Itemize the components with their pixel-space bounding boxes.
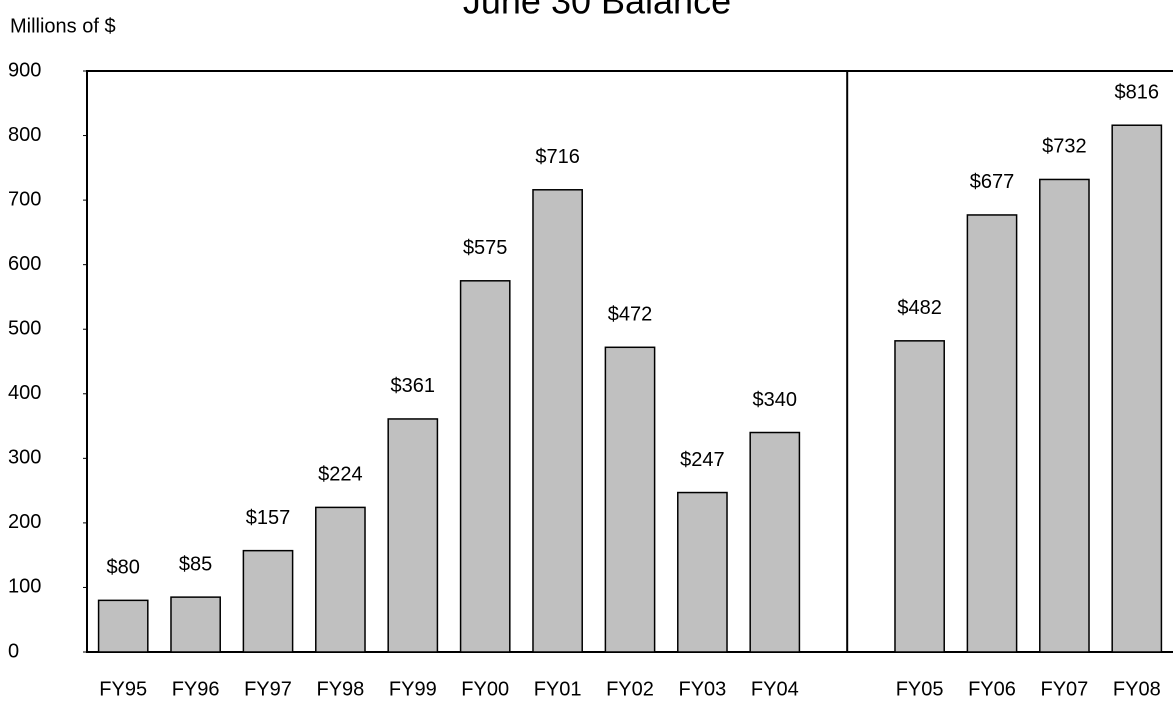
y-tick-label: 200 [8,511,41,533]
y-tick-label: 300 [8,447,41,469]
chart-title: June 30 Balance [463,0,731,22]
value-label: $575 [463,237,508,259]
bar [387,418,439,653]
x-tick-label: FY02 [606,678,654,700]
value-label: $816 [1115,82,1160,104]
y-tick-label: 600 [8,253,41,275]
bar [604,346,656,653]
x-tick-label: FY99 [389,678,437,700]
value-label: $472 [608,304,653,326]
x-tick-label: FY07 [1040,678,1088,700]
bar [677,491,728,653]
value-label: $80 [107,557,140,579]
x-tick-label: FY96 [172,678,220,700]
bar [1039,178,1090,653]
bar [459,280,511,653]
bar [532,189,583,653]
x-tick-label: FY05 [896,678,944,700]
x-tick-label: FY98 [316,678,364,700]
bar [749,431,801,653]
x-tick-label: FY03 [678,678,726,700]
y-tick-label: 100 [8,576,41,598]
x-tick-label: FY00 [461,678,509,700]
x-tick-label: FY95 [99,678,147,700]
value-label: $361 [391,375,436,397]
bar [315,506,366,653]
bar [966,214,1018,653]
y-tick-label: 800 [8,124,41,146]
value-label: $224 [318,464,363,486]
bar [894,340,945,653]
x-tick-label: FY06 [968,678,1016,700]
bar [1111,124,1163,653]
value-label: $247 [680,449,725,471]
value-label: $677 [970,171,1015,193]
y-tick-label: 500 [8,318,41,340]
value-label: $85 [179,553,212,575]
value-label: $340 [753,389,798,411]
value-label: $157 [246,507,291,529]
x-tick-label: FY01 [534,678,582,700]
value-label: $732 [1042,136,1087,158]
y-tick-label: 900 [8,59,41,81]
value-label: $716 [535,146,580,168]
x-tick-label: FY97 [244,678,292,700]
y-tick-label: 400 [8,382,41,404]
y-tick-label: 0 [8,640,19,662]
bar [97,599,149,653]
x-tick-label: FY08 [1113,678,1161,700]
value-label: $482 [897,297,942,319]
y-tick-label: 700 [8,188,41,210]
bar [170,596,221,653]
y-axis-label: Millions of $ [10,15,116,37]
x-tick-label: FY04 [751,678,799,700]
bar [242,549,294,653]
